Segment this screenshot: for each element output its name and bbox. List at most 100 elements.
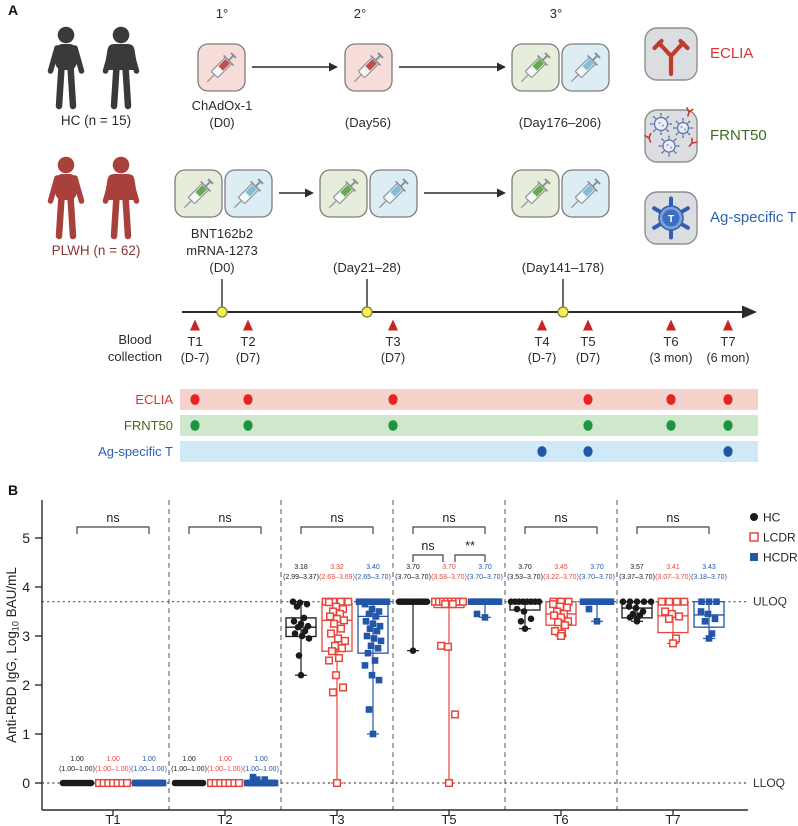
data-point xyxy=(234,778,244,788)
data-point xyxy=(367,642,375,650)
data-point xyxy=(363,632,371,640)
x-tick-label: T6 xyxy=(553,812,568,826)
series-lcdr xyxy=(321,597,353,788)
data-point xyxy=(303,600,311,608)
timepoint-label-t1: T1 xyxy=(187,334,203,349)
data-point xyxy=(375,676,383,684)
assay-sample-dot xyxy=(243,420,253,431)
data-point xyxy=(298,632,306,640)
data-point xyxy=(383,598,391,605)
chart-legend-label: LCDR xyxy=(763,531,796,545)
data-point xyxy=(705,598,713,605)
dose3-day-hc: (Day176–206) xyxy=(518,115,602,130)
data-point xyxy=(375,608,383,615)
significance-label: ** xyxy=(465,539,475,553)
significance-label: ns xyxy=(330,511,343,525)
data-point xyxy=(597,598,604,605)
assay-sample-dot xyxy=(243,394,253,405)
data-point xyxy=(305,635,313,642)
data-point xyxy=(253,776,261,783)
timepoint-label-t4: T4 xyxy=(534,334,550,349)
x-tick-label: T7 xyxy=(665,812,680,826)
syringe-box-green xyxy=(319,169,368,218)
antibody-icon xyxy=(652,38,690,77)
series-hcdr xyxy=(693,598,725,642)
data-point xyxy=(409,647,417,654)
iqr-value-label: (2.65–3.70) xyxy=(355,574,391,581)
iqr-value-label: (3.07–3.70) xyxy=(655,574,691,581)
timepoint-sublabel-t4: (D-7) xyxy=(527,351,557,365)
data-point xyxy=(199,779,207,787)
iqr-value-label: (3.70–3.70) xyxy=(467,574,503,581)
data-point xyxy=(664,614,674,623)
blood-collection-marker xyxy=(537,319,547,331)
virus-icon xyxy=(644,107,698,157)
timepoint-sublabel-t3: (D7) xyxy=(380,351,406,365)
data-point xyxy=(373,627,381,635)
data-point xyxy=(372,598,380,605)
data-point xyxy=(344,597,353,606)
data-point xyxy=(369,620,377,628)
data-point xyxy=(586,598,594,605)
y-tick-label: 1 xyxy=(22,726,30,742)
data-point xyxy=(324,598,334,607)
blood-collection-marker xyxy=(388,319,398,331)
timepoint-sublabel-t7: (6 mon) xyxy=(706,351,750,365)
reference-line-label: ULOQ xyxy=(753,595,787,609)
iqr-value-label: (1.00–1.00) xyxy=(207,766,243,773)
data-point xyxy=(295,652,303,659)
significance-bracket xyxy=(454,554,486,562)
data-point xyxy=(300,614,308,622)
data-point xyxy=(600,598,608,605)
data-point xyxy=(560,621,570,630)
median-value-label: 3.70 xyxy=(590,564,604,571)
series-hcdr xyxy=(355,598,391,738)
iqr-value-label: (1.00–1.00) xyxy=(95,766,131,773)
syringe-box-blue xyxy=(369,169,418,218)
data-point xyxy=(441,600,450,609)
series-lcdr xyxy=(94,778,132,788)
data-point xyxy=(626,614,634,621)
series-lcdr xyxy=(545,597,577,641)
series-lcdr xyxy=(657,597,689,648)
data-point xyxy=(535,598,543,605)
data-point xyxy=(590,598,597,605)
assay-row-label-2: FRNT50 xyxy=(123,418,173,433)
assay-sample-dot xyxy=(723,394,733,405)
data-point xyxy=(329,619,339,628)
series-hc xyxy=(507,598,543,632)
data-point xyxy=(366,598,374,605)
vaccination-dot xyxy=(216,306,228,318)
iqr-value-label: (3.53–3.70) xyxy=(507,574,543,581)
data-point xyxy=(370,635,378,642)
assay-sample-dot xyxy=(723,446,733,457)
assay-sample-dot xyxy=(666,420,676,431)
data-point xyxy=(443,642,453,651)
iqr-value-label: (3.37–3.70) xyxy=(619,574,655,581)
person-icon xyxy=(102,26,140,110)
iqr-value-label: (3.70–3.70) xyxy=(579,574,615,581)
x-tick-label: T3 xyxy=(329,812,344,826)
data-point xyxy=(593,618,601,625)
series-hcdr xyxy=(131,779,167,787)
person-icon xyxy=(47,26,85,110)
chart-legend-label: HCDR xyxy=(763,551,798,565)
iqr-value-label: (3.70–3.70) xyxy=(395,574,431,581)
data-point xyxy=(680,597,689,606)
vaccine-label-bnt: BNT162b2 xyxy=(190,226,254,241)
iqr-value-label: (2.99–3.37) xyxy=(283,574,319,581)
median-value-label: 3.57 xyxy=(630,564,644,571)
panel-a-label: A xyxy=(8,2,19,18)
data-point xyxy=(750,553,758,561)
vaccination-dot xyxy=(557,306,569,318)
assay-legend-label-1: ECLIA xyxy=(710,45,754,62)
dose-header-2: 2° xyxy=(353,6,367,21)
data-point xyxy=(607,598,615,605)
y-tick-label: 2 xyxy=(22,677,30,693)
data-point xyxy=(334,654,344,663)
timeline xyxy=(182,279,757,331)
tcell-icon: T xyxy=(652,196,690,240)
blood-collection-marker xyxy=(190,319,200,331)
data-point xyxy=(294,623,302,631)
data-point xyxy=(249,773,257,781)
